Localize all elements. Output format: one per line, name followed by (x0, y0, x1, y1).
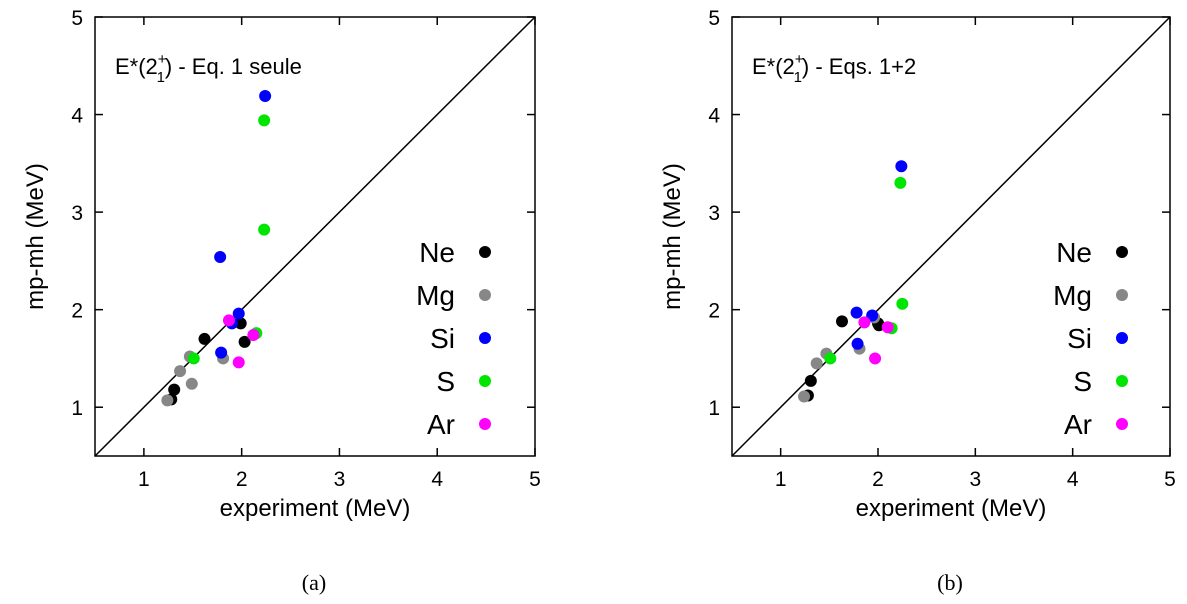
x-tick-label: 2 (872, 468, 884, 491)
x-tick-label: 1 (138, 468, 150, 491)
y-tick-label: 2 (71, 300, 83, 323)
y-tick-label: 1 (708, 397, 720, 420)
data-point-ne (234, 317, 247, 330)
x-axis-label: experiment (MeV) (220, 495, 411, 522)
legend-marker-si (1116, 332, 1128, 344)
x-tick-label: 3 (969, 468, 981, 491)
data-point-ar (858, 316, 871, 329)
legend-label-mg: Mg (1053, 280, 1092, 311)
data-points (798, 160, 909, 403)
y-tick-label: 1 (71, 397, 83, 420)
legend-label-s: S (1073, 366, 1092, 397)
data-point-mg (810, 357, 823, 370)
panel-annotation: E*(2+ 1) - Eq. 1 seule (115, 51, 302, 86)
data-point-ar (247, 329, 260, 342)
annotation-superscript: + (795, 51, 804, 68)
data-point-s (258, 223, 271, 236)
legend-label-s: S (436, 366, 455, 397)
legend: Ne Mg Si S Ar (1053, 237, 1128, 440)
plot-frame (94, 16, 536, 457)
data-point-si (259, 90, 272, 103)
data-point-ne (238, 335, 251, 348)
data-point-ne (835, 315, 848, 328)
y-tick-label: 4 (708, 105, 720, 128)
x-tick-label: 2 (236, 468, 248, 491)
y-axis-label: mp-mh (MeV) (659, 163, 686, 310)
legend-marker-s (479, 375, 491, 387)
annotation-prefix: E*(2 (752, 54, 795, 79)
data-point-si (850, 306, 863, 319)
data-point-ar (232, 356, 245, 369)
x-tick-label: 5 (1164, 468, 1176, 491)
data-point-s (187, 352, 200, 365)
data-point-mg (185, 377, 198, 390)
data-point-ar (881, 321, 894, 334)
data-point-si (866, 309, 879, 322)
data-point-si (895, 160, 908, 173)
legend-label-ne: Ne (419, 237, 455, 268)
chart-panel-a: 1 2 3 4 5 1 2 3 4 5 experiment (MeV) mp-mh (MeV) E*(… (22, 7, 541, 595)
data-point-ne (804, 374, 817, 387)
y-axis-label: mp-mh (MeV) (22, 163, 49, 310)
legend-label-si: Si (430, 323, 455, 354)
annotation-subscript: 1 (157, 69, 165, 86)
data-point-ne (168, 383, 181, 396)
legend-marker-ar (1116, 418, 1128, 430)
legend-label-si: Si (1067, 323, 1092, 354)
legend: Ne Mg Si S Ar (416, 237, 491, 440)
annotation-subscript: 1 (794, 69, 802, 86)
legend-label-ne: Ne (1056, 237, 1092, 268)
diagonal-line (94, 16, 536, 457)
x-tick-label: 4 (431, 468, 443, 491)
legend-marker-ne (479, 246, 491, 258)
y-tick-label: 2 (708, 300, 720, 323)
annotation-suffix: ) - Eqs. 1+2 (802, 54, 916, 79)
annotation-prefix: E*(2 (115, 54, 158, 79)
data-point-ne (198, 332, 211, 345)
legend-label-mg: Mg (416, 280, 455, 311)
legend-marker-mg (479, 289, 491, 301)
x-tick-label: 3 (334, 468, 346, 491)
y-tick-label: 3 (708, 202, 720, 225)
x-tick-label: 1 (775, 468, 787, 491)
data-point-ar (222, 314, 235, 327)
data-point-mg (161, 394, 174, 407)
x-tick-label: 5 (529, 468, 541, 491)
legend-marker-ne (1116, 246, 1128, 258)
data-point-s (258, 114, 271, 127)
legend-label-ar: Ar (427, 409, 455, 440)
data-point-si (215, 346, 228, 359)
chart-panel-b: 1 2 3 4 5 1 2 3 4 5 experiment (MeV) mp-mh (MeV) E*(… (659, 7, 1176, 595)
data-points (161, 90, 272, 407)
legend-marker-si (479, 332, 491, 344)
annotation-suffix: ) - Eq. 1 seule (165, 54, 302, 79)
y-tick-label: 5 (71, 7, 83, 30)
panel-caption: (b) (937, 570, 963, 595)
data-point-s (894, 176, 907, 189)
diagonal-line (731, 16, 1171, 457)
plot-frame (731, 16, 1171, 457)
data-point-mg (174, 365, 187, 378)
legend-marker-mg (1116, 289, 1128, 301)
y-tick-label: 4 (71, 105, 83, 128)
y-tick-label: 3 (71, 202, 83, 225)
legend-label-ar: Ar (1064, 409, 1092, 440)
panel-caption: (a) (302, 570, 326, 595)
legend-marker-ar (479, 418, 491, 430)
annotation-superscript: + (158, 51, 167, 68)
data-point-s (824, 352, 837, 365)
x-axis-label: experiment (MeV) (856, 495, 1047, 522)
data-point-ar (869, 352, 882, 365)
data-point-s (896, 297, 909, 310)
y-tick-label: 5 (708, 7, 720, 30)
legend-marker-s (1116, 375, 1128, 387)
data-point-si (214, 250, 227, 263)
data-point-si (232, 307, 245, 320)
panel-annotation: E*(2+ 1) - Eqs. 1+2 (752, 51, 916, 86)
data-point-si (851, 337, 864, 350)
data-point-mg (798, 390, 811, 403)
x-tick-label: 4 (1067, 468, 1079, 491)
